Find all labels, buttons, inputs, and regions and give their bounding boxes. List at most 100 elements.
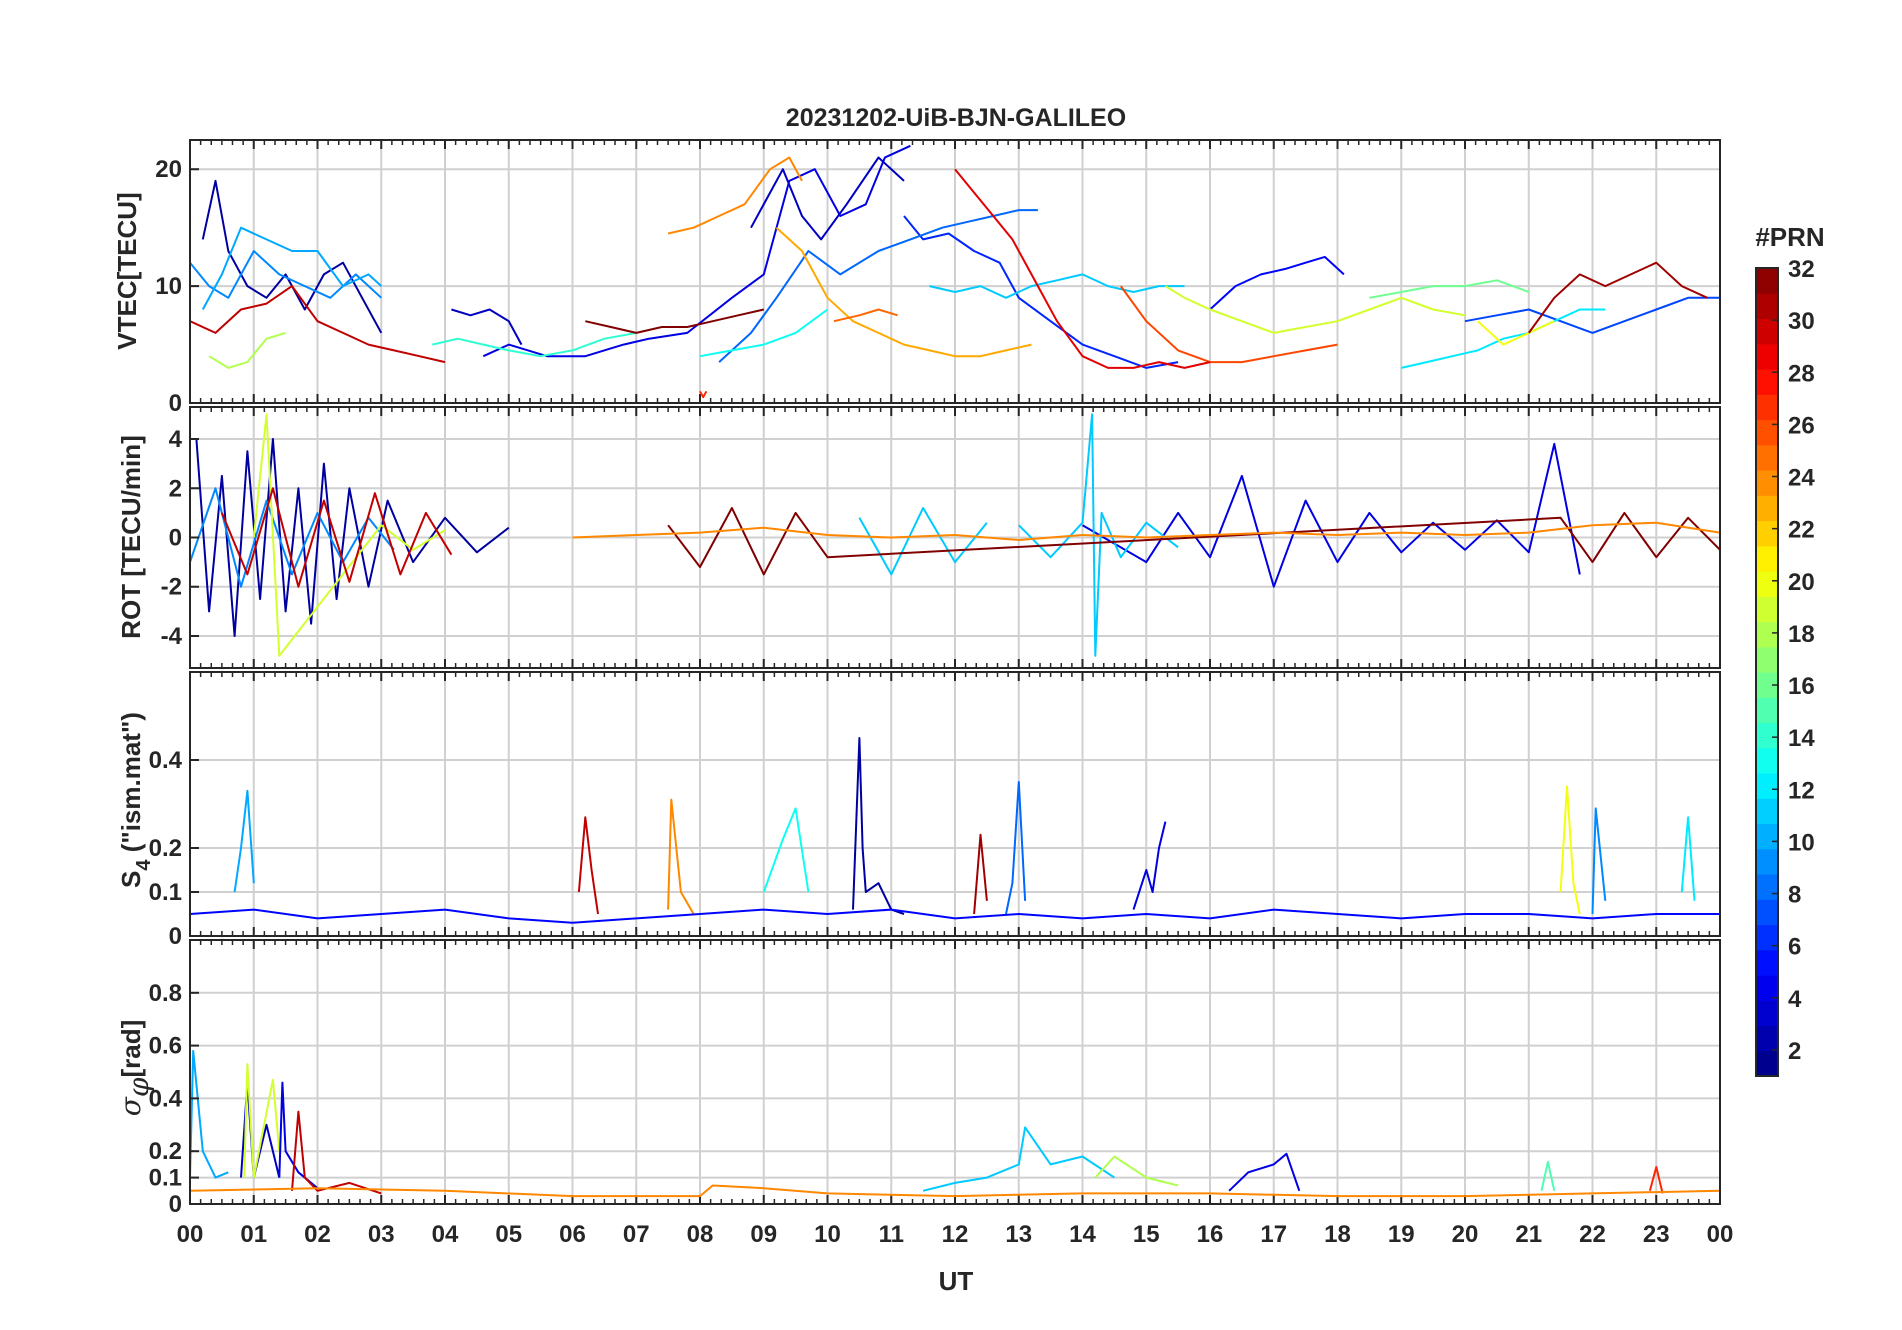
yticks-s4: 0 0.1 0.2 0.4 [149, 747, 199, 950]
series-line-prn-31 [1527, 261, 1708, 334]
colorbar-swatch [1756, 773, 1778, 799]
colorbar-swatch [1756, 899, 1778, 926]
x-tick-label: 02 [304, 1221, 331, 1248]
colorbar-swatch [1756, 949, 1778, 976]
x-tick-label: 11 [879, 1221, 904, 1248]
series-line-prn-9 [1591, 807, 1607, 915]
colorbar-swatch [1756, 293, 1778, 320]
x-axis-label: UT [939, 1266, 974, 1296]
y-tick-label: 2 [169, 475, 182, 502]
ylabel-rot: ROT [TECU/min] [116, 435, 146, 639]
series-line-prn-24 [572, 521, 1720, 541]
colorbar-tick-label: 4 [1788, 986, 1802, 1013]
colorbar-tick-label: 26 [1788, 412, 1815, 439]
colorbar-swatch [1756, 823, 1778, 850]
axes-box-sigma-phi [189, 939, 1721, 1205]
series-line-prn-30 [190, 285, 446, 364]
colorbar-title: #PRN [1755, 222, 1824, 252]
x-tick-label: 08 [687, 1221, 714, 1248]
y-tick-label: 0.8 [149, 980, 182, 1007]
colorbar-swatch [1756, 495, 1778, 522]
series-line-prn-11 [922, 1126, 1115, 1192]
x-tick-label: 16 [1197, 1221, 1224, 1248]
series-sigma-phi [190, 1049, 1720, 1198]
y-tick-label: 4 [169, 426, 183, 453]
series-rot [190, 413, 1720, 657]
series-line-prn-30 [291, 1110, 382, 1195]
y-tick-label: 10 [155, 273, 182, 300]
yticks-rot: -4 -2 0 2 4 [161, 426, 199, 650]
colorbar-swatch [1756, 1025, 1778, 1052]
series-vtec [190, 144, 1720, 399]
y-tick-label: 20 [155, 156, 182, 183]
colorbar-swatch [1756, 1000, 1778, 1027]
colorbar-tick-label: 18 [1788, 621, 1815, 648]
grid-s4 [189, 672, 1721, 937]
x-tick-label: 00 [1707, 1221, 1734, 1248]
series-line-prn-5 [1209, 255, 1345, 311]
panel-rot: -4 -2 0 2 4 ROT [TECU/min] [116, 406, 1721, 669]
x-tick-label: 04 [432, 1221, 459, 1248]
series-line-prn-9 [190, 487, 395, 588]
y-tick-label: 0.4 [149, 1085, 183, 1112]
series-line-prn-10 [201, 226, 382, 310]
x-tick-label: 20 [1452, 1221, 1479, 1248]
ylabel-sigma-phi: σφ[rad] [114, 1020, 155, 1117]
colorbar-swatch [1756, 318, 1778, 345]
series-line-prn-3 [451, 308, 523, 346]
colorbar-tick-label: 22 [1788, 517, 1815, 544]
series-line-prn-2 [852, 737, 905, 915]
colorbar-swatch [1756, 722, 1778, 749]
series-line-prn-25 [833, 308, 898, 323]
colorbar-swatch [1756, 798, 1778, 825]
series-line-prn-12 [1680, 816, 1696, 901]
x-tick-label: 03 [368, 1221, 395, 1248]
series-line-prn-4 [1132, 821, 1167, 910]
colorbar-swatch [1756, 470, 1778, 496]
series-line-prn-12 [1401, 308, 1606, 369]
series-line-prn-11 [929, 273, 1185, 299]
colorbar-swatch [1756, 571, 1778, 597]
panel-vtec: 0 10 20 VTEC[TECU] [112, 139, 1721, 417]
grid-sigma-phi [189, 940, 1721, 1205]
x-tick-labels: 00 01 02 03 04 05 06 07 08 09 10 11 12 13 14 15 16 17 18 19… [177, 1221, 1734, 1248]
series-line-prn-3 [750, 156, 905, 241]
colorbar-tick-label: 12 [1788, 777, 1815, 804]
series-line-prn-16 [1369, 279, 1530, 299]
colorbar-tick-label: 8 [1788, 882, 1801, 909]
x-tick-label: 09 [750, 1221, 777, 1248]
series-line-prn-24 [667, 798, 695, 915]
colorbar-swatch [1756, 975, 1778, 1001]
series-line-prn-30 [577, 816, 599, 915]
series-line-prn-14 [432, 331, 637, 358]
x-tick-label: 21 [1515, 1221, 1542, 1248]
y-tick-label: 0.2 [149, 835, 182, 862]
y-tick-label: 0 [169, 1191, 182, 1218]
colorbar-tick-label: 28 [1788, 360, 1815, 387]
colorbar-swatch [1756, 1050, 1778, 1077]
colorbar-swatch [1756, 874, 1778, 900]
colorbar-swatch [1756, 672, 1778, 698]
series-line-prn-2 [201, 179, 383, 334]
y-tick-label: 0.1 [149, 1165, 182, 1192]
panel-sigma-phi: 00.10.2 0.4 0.6 0.8 σφ[rad] [114, 939, 1721, 1218]
x-tick-label: 07 [623, 1221, 650, 1248]
series-line-prn-10 [190, 1049, 229, 1179]
x-tick-label: 01 [240, 1221, 267, 1248]
series-s4 [190, 737, 1720, 924]
colorbar-swatch [1756, 545, 1778, 572]
colorbar-tick-label: 30 [1788, 308, 1815, 335]
y-tick-label: 0.2 [149, 1138, 182, 1165]
series-line-prn-19 [252, 413, 446, 657]
x-tick-label: 23 [1643, 1221, 1670, 1248]
grid-rot [189, 407, 1721, 668]
x-tick-label: 05 [495, 1221, 522, 1248]
series-line-prn-13 [762, 807, 810, 893]
colorbar-swatch [1756, 444, 1778, 471]
axes-box-s4 [189, 671, 1721, 937]
colorbar-tick-label: 6 [1788, 934, 1801, 961]
y-tick-label: -2 [161, 574, 182, 601]
ylabel-vtec: VTEC[TECU] [112, 192, 142, 349]
